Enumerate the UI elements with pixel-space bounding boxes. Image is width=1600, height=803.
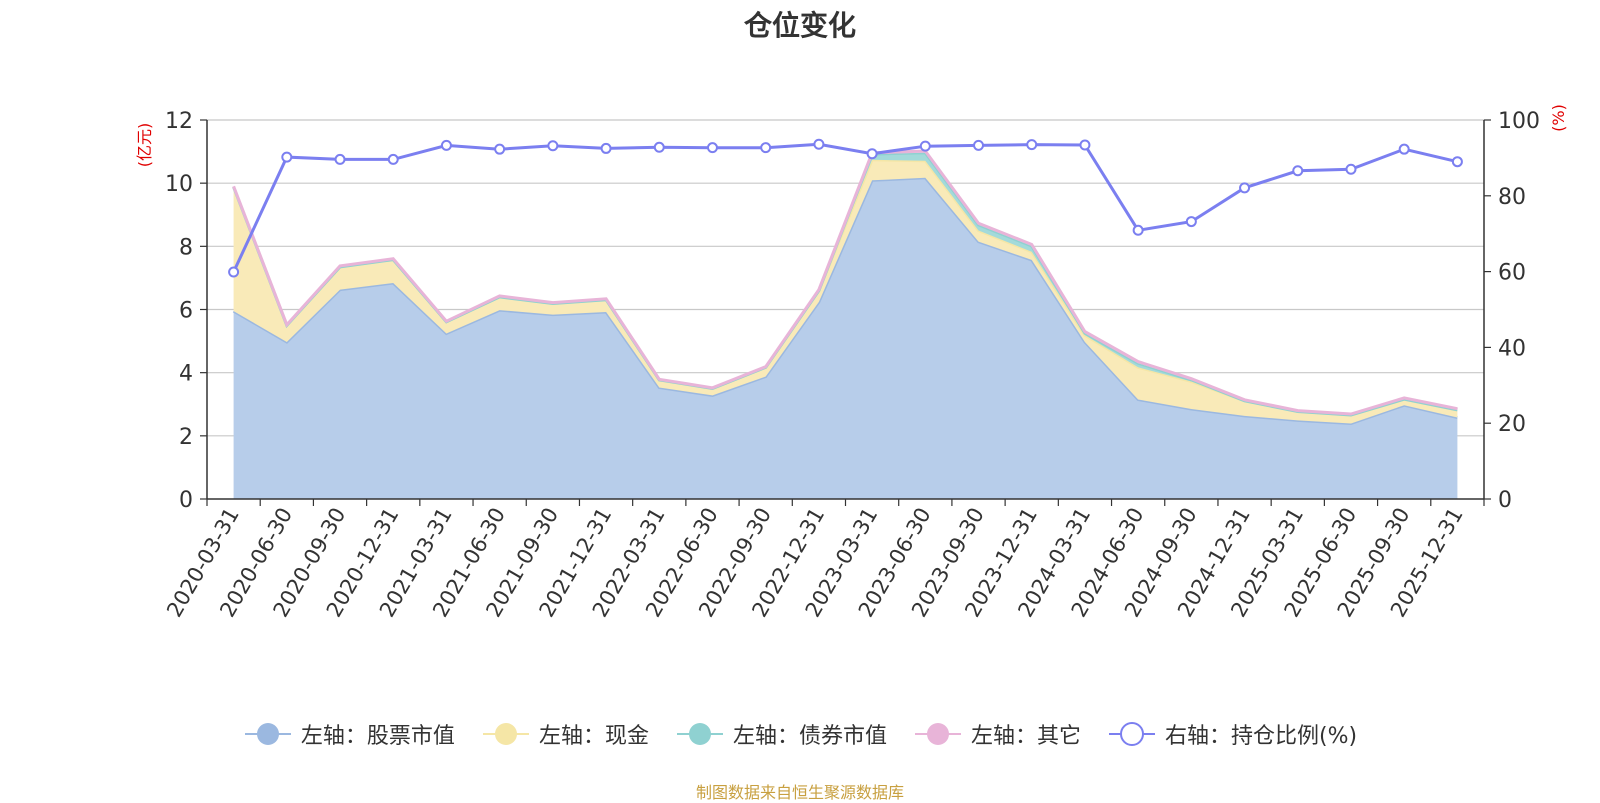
ratio-point [547, 140, 559, 152]
ratio-point [653, 141, 665, 153]
right-axis-tick-label: 0 [1498, 488, 1512, 513]
legend-item[interactable]: 左轴：债券市值 [675, 718, 887, 750]
left-axis-tick-label: 12 [165, 109, 193, 134]
legend-marker-icon [1108, 722, 1155, 746]
ratio-point [1239, 182, 1251, 194]
legend-item[interactable]: 左轴：股票市值 [243, 718, 455, 750]
legend-label: 左轴：债券市值 [732, 724, 887, 749]
legend-label: 左轴：现金 [538, 724, 649, 749]
ratio-point [494, 143, 506, 155]
chart-title: 仓位变化 [743, 9, 856, 42]
ratio-point [1185, 216, 1197, 228]
legend-marker-icon [914, 723, 961, 745]
ratio-point [228, 266, 240, 278]
area-line-3 [232, 149, 1458, 416]
right-axis-tick-label: 80 [1498, 185, 1526, 210]
right-axis-tick-label: 60 [1498, 261, 1526, 286]
ratio-point [440, 139, 452, 151]
ratio-point [1292, 165, 1304, 177]
right-axis-tick-label: 40 [1498, 336, 1526, 361]
ratio-point [813, 138, 825, 150]
ratio-point [1079, 139, 1091, 151]
left-axis-tick-label: 6 [179, 299, 193, 324]
legend-label: 左轴：其它 [970, 724, 1081, 749]
ratio-point [281, 151, 293, 163]
ratio-point [1451, 156, 1463, 168]
ratio-point [334, 153, 346, 165]
right-axis-tick-label: 20 [1498, 412, 1526, 437]
left-axis-tick-label: 2 [179, 425, 193, 450]
legend-item[interactable]: 左轴：现金 [481, 718, 649, 750]
legend-marker-icon [482, 723, 529, 745]
ratio-point [706, 142, 718, 154]
chart-plot: 024681012020406080100(亿元)(%)2020-03-3120… [135, 104, 1568, 621]
area-0 [233, 177, 1458, 500]
legend-marker-icon [244, 723, 291, 745]
ratio-point [1026, 139, 1038, 151]
ratio-point [866, 148, 878, 160]
ratio-point [973, 139, 985, 151]
right-axis-unit: (%) [1549, 104, 1568, 132]
left-axis-tick-label: 0 [179, 488, 193, 513]
legend-label: 右轴：持仓比例(%) [1164, 724, 1358, 749]
left-axis-tick-label: 10 [165, 172, 193, 197]
legend-item[interactable]: 左轴：其它 [913, 718, 1081, 750]
ratio-line [232, 142, 1458, 273]
right-axis-tick-label: 100 [1498, 109, 1540, 134]
left-axis-tick-label: 8 [179, 235, 193, 260]
ratio-point [600, 142, 612, 154]
legend: 左轴：股票市值 左轴：现金 左轴：债券市值 左轴：其它 右轴：持仓比例(%) [0, 718, 1600, 750]
legend-marker-icon [676, 723, 723, 745]
source-note: 制图数据来自恒生聚源数据库 [695, 783, 904, 802]
ratio-point [1132, 224, 1144, 236]
left-axis-unit: (亿元) [135, 123, 154, 168]
ratio-point [919, 140, 931, 152]
ratio-point [1398, 143, 1410, 155]
ratio-point [1345, 163, 1357, 175]
legend-label: 左轴：股票市值 [300, 724, 455, 749]
ratio-point [760, 142, 772, 154]
ratio-point [387, 153, 399, 165]
legend-item[interactable]: 右轴：持仓比例(%) [1107, 718, 1357, 750]
left-axis-tick-label: 4 [179, 362, 193, 387]
